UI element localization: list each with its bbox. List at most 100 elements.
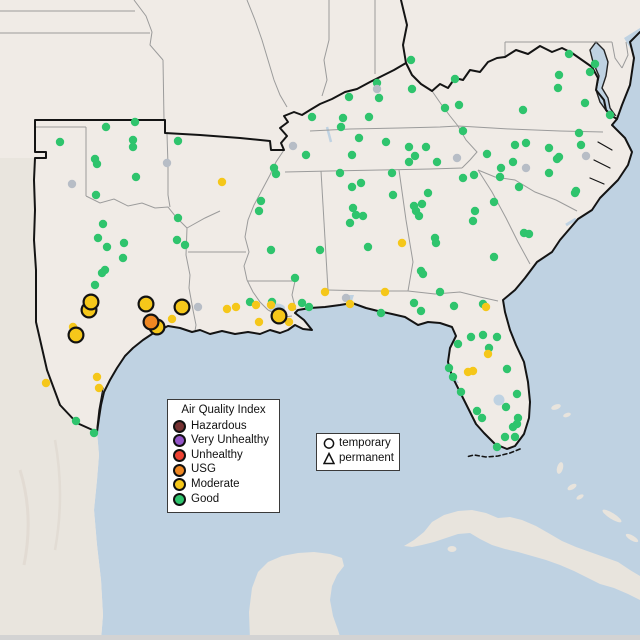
station-marker[interactable] xyxy=(93,233,103,243)
station-marker[interactable] xyxy=(71,416,81,426)
station-marker[interactable] xyxy=(477,413,487,423)
station-marker[interactable] xyxy=(501,402,511,412)
station-marker[interactable] xyxy=(489,197,499,207)
station-marker[interactable] xyxy=(469,170,479,180)
station-marker[interactable] xyxy=(423,188,433,198)
station-marker[interactable] xyxy=(444,363,454,373)
station-marker[interactable] xyxy=(55,137,65,147)
station-marker-temporary[interactable] xyxy=(173,298,191,316)
station-marker[interactable] xyxy=(94,383,104,393)
station-marker[interactable] xyxy=(98,219,108,229)
station-marker[interactable] xyxy=(92,372,102,382)
station-marker[interactable] xyxy=(518,105,528,115)
station-marker[interactable] xyxy=(521,138,531,148)
station-marker[interactable] xyxy=(492,332,502,342)
station-marker[interactable] xyxy=(495,172,505,182)
station-marker[interactable] xyxy=(502,364,512,374)
station-marker[interactable] xyxy=(320,287,330,297)
station-marker[interactable] xyxy=(458,173,468,183)
station-marker[interactable] xyxy=(130,117,140,127)
station-marker[interactable] xyxy=(271,169,281,179)
station-marker[interactable] xyxy=(376,308,386,318)
station-marker[interactable] xyxy=(454,100,464,110)
station-marker[interactable] xyxy=(553,83,563,93)
station-marker[interactable] xyxy=(409,298,419,308)
station-marker[interactable] xyxy=(448,372,458,382)
station-marker[interactable] xyxy=(345,299,355,309)
station-marker[interactable] xyxy=(421,142,431,152)
station-marker[interactable] xyxy=(544,168,554,178)
station-marker[interactable] xyxy=(347,150,357,160)
station-marker[interactable] xyxy=(458,126,468,136)
station-marker-temporary[interactable] xyxy=(82,293,100,311)
station-marker[interactable] xyxy=(193,302,203,312)
station-marker[interactable] xyxy=(404,142,414,152)
station-marker[interactable] xyxy=(102,242,112,252)
station-marker[interactable] xyxy=(416,306,426,316)
station-marker[interactable] xyxy=(180,240,190,250)
station-marker[interactable] xyxy=(363,242,373,252)
station-marker[interactable] xyxy=(472,406,482,416)
station-marker[interactable] xyxy=(162,158,172,168)
station-marker[interactable] xyxy=(478,330,488,340)
station-marker[interactable] xyxy=(301,150,311,160)
station-marker[interactable] xyxy=(97,268,107,278)
station-marker[interactable] xyxy=(570,188,580,198)
station-marker[interactable] xyxy=(514,182,524,192)
station-marker[interactable] xyxy=(167,314,177,324)
station-marker[interactable] xyxy=(67,179,77,189)
station-marker[interactable] xyxy=(345,218,355,228)
station-marker[interactable] xyxy=(344,92,354,102)
station-marker[interactable] xyxy=(407,84,417,94)
station-marker[interactable] xyxy=(217,177,227,187)
station-marker[interactable] xyxy=(348,203,358,213)
station-marker[interactable] xyxy=(508,422,518,432)
station-marker[interactable] xyxy=(256,196,266,206)
station-marker[interactable] xyxy=(552,154,562,164)
station-marker[interactable] xyxy=(524,229,534,239)
station-marker[interactable] xyxy=(544,143,554,153)
station-marker[interactable] xyxy=(364,112,374,122)
station-marker[interactable] xyxy=(500,432,510,442)
station-marker[interactable] xyxy=(440,103,450,113)
station-marker[interactable] xyxy=(372,78,382,88)
station-marker[interactable] xyxy=(284,317,294,327)
station-marker-temporary[interactable] xyxy=(142,313,160,331)
station-marker[interactable] xyxy=(432,157,442,167)
station-marker[interactable] xyxy=(576,140,586,150)
station-marker[interactable] xyxy=(297,298,307,308)
station-marker[interactable] xyxy=(91,190,101,200)
station-marker[interactable] xyxy=(470,206,480,216)
station-marker[interactable] xyxy=(222,304,232,314)
station-marker[interactable] xyxy=(482,149,492,159)
station-marker[interactable] xyxy=(358,211,368,221)
station-marker[interactable] xyxy=(287,302,297,312)
station-marker[interactable] xyxy=(381,137,391,147)
station-marker[interactable] xyxy=(307,112,317,122)
station-marker[interactable] xyxy=(387,168,397,178)
station-marker[interactable] xyxy=(254,206,264,216)
station-marker[interactable] xyxy=(92,159,102,169)
station-marker[interactable] xyxy=(435,287,445,297)
station-marker[interactable] xyxy=(354,133,364,143)
station-marker[interactable] xyxy=(406,55,416,65)
station-marker[interactable] xyxy=(335,168,345,178)
station-marker-temporary[interactable] xyxy=(67,326,85,344)
station-marker[interactable] xyxy=(347,182,357,192)
station-marker[interactable] xyxy=(388,190,398,200)
station-marker[interactable] xyxy=(512,389,522,399)
station-marker[interactable] xyxy=(374,93,384,103)
station-marker[interactable] xyxy=(468,216,478,226)
station-marker[interactable] xyxy=(251,300,261,310)
station-marker[interactable] xyxy=(336,122,346,132)
station-marker[interactable] xyxy=(410,151,420,161)
station-marker[interactable] xyxy=(128,142,138,152)
station-marker[interactable] xyxy=(172,235,182,245)
station-marker[interactable] xyxy=(90,280,100,290)
station-marker[interactable] xyxy=(101,122,111,132)
station-marker[interactable] xyxy=(510,432,520,442)
station-marker[interactable] xyxy=(580,98,590,108)
station-marker[interactable] xyxy=(453,339,463,349)
station-marker[interactable] xyxy=(397,238,407,248)
